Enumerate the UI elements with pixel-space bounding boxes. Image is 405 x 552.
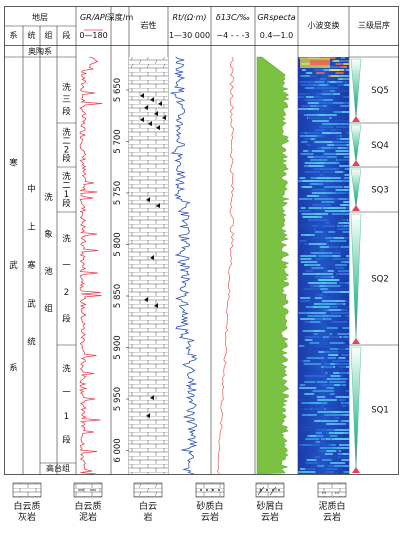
- sequence-label: SQ5: [371, 86, 389, 96]
- depth-tick-label: 5 700: [113, 129, 123, 153]
- svg-text:洗: 洗: [62, 364, 71, 375]
- header-grspecta-range: 0.4—1.0: [260, 31, 293, 40]
- d13c-curve: [217, 56, 235, 475]
- depth-tick-label: 5 750: [113, 181, 123, 205]
- depth-tick-label: 5 650: [113, 78, 123, 102]
- strata-member-5: 洗一 1 段: [62, 364, 71, 446]
- header-depth: 深度/m: [107, 12, 134, 22]
- svg-text:组: 组: [44, 303, 53, 314]
- svg-text:1: 1: [64, 190, 69, 200]
- strata-system-cambrian: 寒武系: [9, 158, 18, 374]
- legend-label: 白云质 泥岩: [74, 502, 102, 523]
- rt-curve: [170, 56, 198, 475]
- svg-text:上: 上: [27, 223, 36, 233]
- svg-text:池: 池: [44, 266, 53, 277]
- svg-text:统: 统: [27, 337, 36, 348]
- header-rt: Rt/(Ω·m): [172, 13, 206, 22]
- legend-item-dolomite: [133, 482, 163, 498]
- sequence-label: SQ1: [371, 406, 389, 416]
- svg-text:洗: 洗: [62, 82, 71, 93]
- sequence-label: SQ4: [371, 141, 389, 151]
- strata-gaotai: 高台组: [46, 463, 70, 473]
- legend-item-arenaceous-dolomite: [255, 482, 285, 498]
- svg-text:武: 武: [27, 298, 36, 309]
- header-series: 统: [28, 30, 36, 40]
- svg-text:洗: 洗: [62, 127, 71, 138]
- wavelet-panel: [298, 57, 349, 474]
- grspecta-fill: [256, 56, 290, 475]
- svg-text:段: 段: [62, 198, 71, 209]
- legend-label: 砂屑白 云岩: [256, 502, 284, 523]
- header-strata: 地层: [32, 12, 48, 22]
- sequence-sq1: SQ1: [349, 344, 399, 473]
- svg-text:2: 2: [64, 288, 69, 298]
- legend-item-argillaceous-dolomite: [317, 482, 347, 498]
- strata-member-1: 洗三段: [62, 82, 71, 117]
- header-system: 系: [10, 30, 18, 40]
- sequence-sq4: SQ4: [349, 122, 399, 166]
- svg-text:寒: 寒: [27, 260, 36, 271]
- depth-tick-label: 5 800: [113, 232, 123, 256]
- header-grspecta: GRspecta: [257, 13, 295, 22]
- legend-label: 砂质白 云岩: [196, 502, 224, 523]
- header-d13c-range: −4 - - -3: [216, 31, 249, 40]
- sequence-label: SQ2: [371, 275, 389, 285]
- svg-text:寒: 寒: [9, 158, 18, 169]
- svg-text:段: 段: [62, 434, 71, 445]
- legend-label: 白云岩: [138, 502, 157, 523]
- header-member: 段: [63, 30, 71, 40]
- svg-text:洗: 洗: [62, 171, 71, 182]
- sequence-sq5: SQ5: [349, 56, 399, 122]
- gr-curve: [78, 56, 103, 475]
- depth-tick-label: 6 000: [113, 438, 123, 462]
- figure-frame: [4, 6, 399, 475]
- sequence-sq2: SQ2: [349, 211, 399, 344]
- header-rt-range: 1—30 000: [169, 31, 210, 40]
- svg-text:洗: 洗: [62, 234, 71, 245]
- sequence-sq3: SQ3: [349, 166, 399, 211]
- svg-text:1: 1: [64, 412, 69, 422]
- header-sequence: 三级层序: [358, 20, 390, 30]
- depth-tick-label: 5 850: [113, 284, 123, 308]
- svg-text:一: 一: [62, 261, 71, 271]
- sequence-label: SQ3: [371, 186, 389, 196]
- depth-tick-label: 5 950: [113, 387, 123, 411]
- header-gr: GR/API: [80, 13, 108, 22]
- header-gr-range: 0—180: [79, 31, 107, 40]
- legend-item-dolomitic-mudstone: [73, 482, 103, 498]
- depth-tick-label: 5 900: [113, 335, 123, 359]
- header-wavelet: 小波变换: [308, 20, 340, 30]
- svg-text:系: 系: [9, 363, 18, 374]
- svg-text:段: 段: [62, 106, 71, 117]
- legend-label: 泥质白 云岩: [318, 502, 346, 523]
- svg-text:段: 段: [62, 313, 71, 324]
- svg-text:三: 三: [62, 95, 71, 105]
- svg-text:二: 二: [62, 181, 71, 191]
- header-group: 组: [45, 30, 53, 40]
- header-d13c: δ13C/‰: [216, 13, 250, 22]
- svg-text:段: 段: [62, 153, 71, 164]
- legend-label: 白云质 灰岩: [13, 502, 41, 523]
- svg-text:中: 中: [27, 183, 36, 194]
- legend-item-dolomitic-limestone: [12, 482, 42, 498]
- svg-text:武: 武: [9, 260, 18, 271]
- svg-text:2: 2: [64, 145, 69, 155]
- header-lithology: 岩性: [141, 20, 157, 30]
- svg-text:洗: 洗: [44, 192, 53, 203]
- svg-text:象: 象: [44, 229, 53, 240]
- legend-item-sandy-dolomite: [195, 482, 225, 498]
- strata-member-4: 洗一 2 段: [62, 234, 71, 325]
- svg-text:二: 二: [62, 137, 71, 147]
- svg-text:一: 一: [62, 388, 71, 398]
- lithology-column: [129, 57, 168, 474]
- strata-ordovician: 奥陶系: [28, 46, 52, 56]
